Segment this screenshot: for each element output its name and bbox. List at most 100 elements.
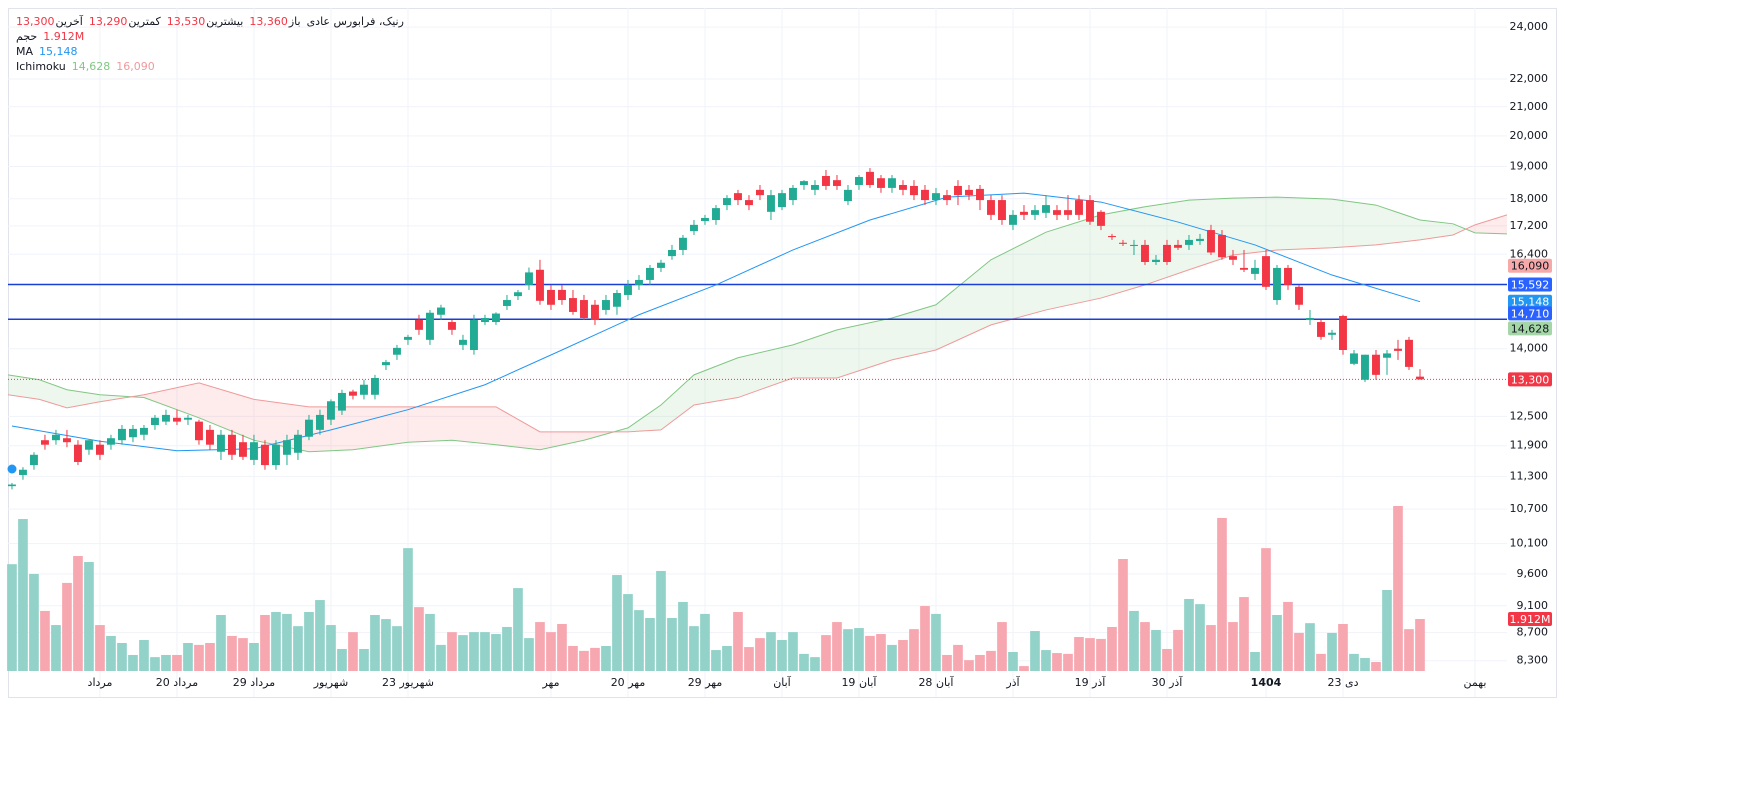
cloud-segment	[836, 317, 892, 378]
volume-bar	[997, 622, 1007, 671]
volume-bar	[1393, 506, 1403, 671]
candle-body	[1031, 210, 1039, 215]
candle-body	[162, 414, 170, 422]
volume-bar	[612, 575, 622, 671]
volume-bar	[392, 626, 402, 671]
volume-bar	[370, 615, 380, 671]
candle-body	[415, 320, 423, 330]
legend-value: 16,090	[116, 60, 155, 73]
candle-body	[591, 304, 599, 321]
volume-bar	[1327, 632, 1337, 671]
candle-body	[1361, 354, 1369, 380]
candle-body	[470, 320, 478, 350]
candle-body	[657, 262, 665, 268]
x-tick-label: 29 مرداد	[233, 676, 275, 689]
volume-bar	[414, 607, 424, 671]
x-tick-label: 23 شهریور	[382, 676, 434, 689]
symbol: رنیک، فرابورس عادی	[306, 15, 404, 28]
candle-body	[800, 181, 808, 185]
axes: 24,000 22,000 21,000 20,000 19,000 18,000 17,2…	[88, 20, 1548, 689]
volume-bar	[942, 654, 952, 671]
x-tick-label: 28 آبان	[918, 675, 954, 689]
candle-body	[140, 427, 148, 435]
x-tick-label: 29 مهر	[688, 676, 723, 689]
volume-bar	[271, 612, 281, 671]
volume-bar	[788, 632, 798, 671]
volume-bar	[843, 629, 853, 671]
volume-bar	[304, 612, 314, 671]
candle-body	[767, 195, 775, 212]
ohlc-name: باز	[288, 15, 301, 28]
volume-bar	[623, 594, 633, 671]
volume-bar	[1030, 631, 1040, 671]
volume-bar	[1041, 650, 1051, 671]
volume-bar	[447, 632, 457, 671]
volume-bar	[865, 635, 875, 671]
volume-bar	[1371, 662, 1381, 671]
candle-body	[448, 322, 456, 330]
candle-body	[855, 176, 863, 185]
ohlc-name: بیشترین	[206, 15, 244, 28]
volume-bar	[1063, 653, 1073, 671]
cloud-segment	[627, 404, 661, 432]
candle-body	[52, 434, 60, 441]
header-row: رنیک، فرابورس عادی باز 13,360 بیشترین 13,530…	[16, 14, 404, 29]
volume-bar	[689, 626, 699, 671]
price-badge	[1508, 306, 1552, 321]
candle-body	[239, 442, 247, 457]
volume-bar	[29, 573, 39, 671]
y-tick-label: 20,000	[1510, 129, 1549, 142]
volume-bar	[216, 615, 226, 671]
candle-body	[1218, 234, 1226, 258]
cloud-segment	[143, 382, 199, 418]
volume-bar	[964, 660, 974, 671]
volume-bar	[733, 612, 743, 671]
y-tick-label: 9,100	[1517, 599, 1549, 612]
volume-badge-label: 1.912M	[1510, 613, 1551, 626]
volume-bar	[568, 645, 578, 671]
y-tick-label: 11,900	[1510, 439, 1549, 452]
candle-body	[118, 428, 126, 441]
price-badge	[1508, 277, 1552, 292]
volume-bar	[1239, 597, 1249, 671]
volume-bar	[62, 582, 72, 671]
volume-bar	[117, 643, 127, 671]
legend: رنیک، فرابورس عادی باز 13,360 بیشترین 13,530…	[16, 14, 404, 74]
header: رنیک، فرابورس عادی باز 13,360 بیشترین 13,530…	[16, 14, 404, 29]
volume-bar	[326, 625, 336, 671]
volume-bar	[546, 632, 556, 671]
volume-bar	[1316, 653, 1326, 671]
candle-body	[1262, 256, 1270, 287]
volume-bar	[1415, 619, 1425, 671]
x-tick-label: 23 دی	[1327, 676, 1358, 689]
legend-name: حجم	[16, 30, 38, 43]
volume-bar	[810, 657, 820, 671]
candle-body	[712, 208, 720, 221]
candle-body	[613, 293, 621, 307]
volume-bar	[953, 644, 963, 671]
volume-bar	[1217, 517, 1227, 671]
volume-bar	[1305, 623, 1315, 671]
ichimoku-span-a	[7, 196, 1508, 453]
candle-body	[536, 269, 544, 301]
candle-body	[646, 267, 654, 280]
candle-body	[1383, 353, 1391, 358]
volume-bar	[359, 648, 369, 671]
cloud-segment	[935, 259, 991, 350]
ohlc-value: 13,360	[249, 15, 288, 28]
price-badge	[1508, 294, 1552, 309]
x-tick-label: آبان	[773, 675, 791, 689]
candle-body	[30, 454, 38, 466]
candle-body	[679, 237, 687, 250]
candle-body	[349, 391, 357, 396]
candle-body	[1207, 230, 1215, 253]
candle-body	[1053, 210, 1061, 215]
price-badge-label: 14,710	[1511, 307, 1550, 320]
cloud-segment	[352, 406, 408, 450]
candle-body	[1064, 210, 1072, 215]
y-tick-label: 22,000	[1510, 72, 1549, 85]
candles	[8, 168, 1424, 490]
candle-body	[107, 438, 115, 445]
candle-body	[987, 200, 995, 215]
candle-body	[690, 224, 698, 232]
